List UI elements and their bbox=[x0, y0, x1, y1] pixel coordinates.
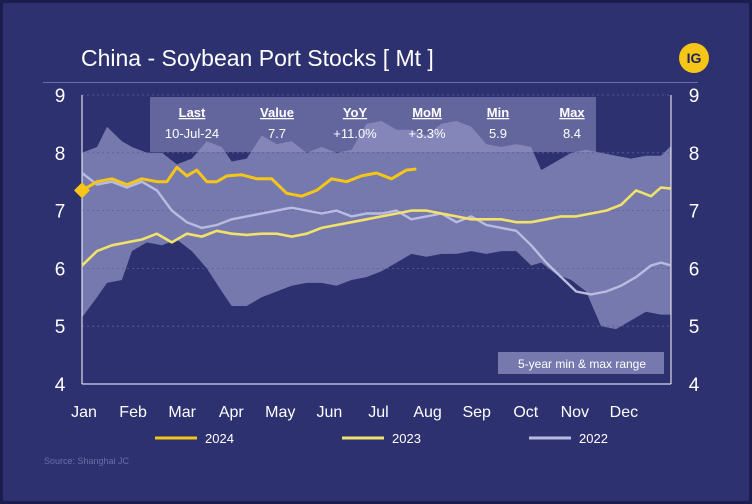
y-tick-left-5: 5 bbox=[55, 317, 66, 338]
min-max-range-band bbox=[82, 121, 671, 330]
y-tick-left-4: 4 bbox=[55, 375, 66, 396]
title-divider bbox=[43, 82, 698, 83]
x-tick-label: Aug bbox=[413, 404, 441, 421]
legend-label-2022: 2022 bbox=[579, 431, 608, 446]
stats-value: 5.9 bbox=[489, 126, 507, 141]
legend-label-2023: 2023 bbox=[392, 431, 421, 446]
stats-header: Last bbox=[179, 105, 206, 120]
stats-header: Min bbox=[487, 105, 509, 120]
x-tick-label: May bbox=[265, 404, 295, 421]
x-tick-label: Apr bbox=[219, 404, 245, 421]
x-tick-label: Jul bbox=[368, 404, 388, 421]
stats-table-box bbox=[150, 97, 596, 152]
x-tick-label: Mar bbox=[168, 404, 196, 421]
source-note: Source: Shanghai JC bbox=[44, 456, 130, 466]
y-tick-left-8: 8 bbox=[55, 144, 66, 165]
y-tick-right-5: 5 bbox=[689, 317, 700, 338]
stats-value: +3.3% bbox=[408, 126, 446, 141]
x-tick-label: Nov bbox=[561, 404, 589, 421]
range-label-box bbox=[498, 352, 664, 374]
stats-value: 8.4 bbox=[563, 126, 581, 141]
y-tick-right-6: 6 bbox=[689, 259, 700, 280]
range-label: 5-year min & max range bbox=[518, 357, 646, 371]
y-tick-right-9: 9 bbox=[689, 86, 700, 107]
stats-header: Value bbox=[260, 105, 294, 120]
y-tick-left-6: 6 bbox=[55, 259, 66, 280]
stats-value: 10-Jul-24 bbox=[165, 126, 219, 141]
stats-value: 7.7 bbox=[268, 126, 286, 141]
ig-logo-icon: IG bbox=[679, 43, 709, 73]
y-tick-right-8: 8 bbox=[689, 144, 700, 165]
x-tick-label: Oct bbox=[513, 404, 538, 421]
stats-header: Max bbox=[559, 105, 585, 120]
y-tick-right-4: 4 bbox=[689, 375, 700, 396]
x-tick-label: Sep bbox=[462, 404, 491, 421]
stats-value: +11.0% bbox=[333, 126, 377, 141]
page-title: China - Soybean Port Stocks [ Mt ] bbox=[81, 45, 434, 71]
stats-header: YoY bbox=[343, 105, 368, 120]
series-line-2024 bbox=[82, 165, 417, 198]
y-tick-left-9: 9 bbox=[55, 86, 66, 107]
latest-value-marker bbox=[74, 182, 90, 199]
y-tick-left-7: 7 bbox=[55, 202, 66, 223]
x-tick-label: Dec bbox=[610, 404, 638, 421]
series-line-2023 bbox=[82, 186, 671, 267]
legend-label-2024: 2024 bbox=[205, 431, 234, 446]
stats-header: MoM bbox=[412, 105, 442, 120]
x-tick-label: Feb bbox=[119, 404, 147, 421]
x-tick-label: Jan bbox=[71, 404, 97, 421]
x-tick-label: Jun bbox=[317, 404, 343, 421]
series-line-2022 bbox=[82, 172, 671, 296]
y-tick-right-7: 7 bbox=[689, 202, 700, 223]
